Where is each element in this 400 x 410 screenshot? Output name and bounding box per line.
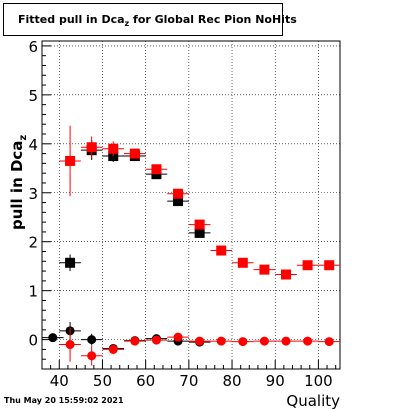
square-marker [216,245,227,256]
y-axis-label: pull in Dcaz [8,134,29,230]
circle-marker [216,336,226,346]
square-marker [259,264,270,275]
plot-frame [41,40,341,370]
y-tick-label: 0 [28,332,38,350]
x-tick-label: 50 [93,372,112,390]
square-marker [151,164,162,175]
circle-marker [238,337,248,347]
circle-marker [108,344,118,354]
circle-marker [130,336,140,346]
circle-marker [87,335,97,345]
circle-marker [151,335,161,345]
chart-title-prefix: Fitted pull in Dca [18,13,125,26]
chart-title-suffix: for Global Rec Pion NoHits [129,13,297,26]
square-marker [302,260,313,271]
square-marker [108,143,119,154]
y-tick-label: 2 [28,234,38,252]
circle-marker [259,336,269,346]
x-tick-label: 100 [304,372,333,390]
square-marker [65,155,76,166]
square-marker [129,148,140,159]
circle-marker [281,336,291,346]
circle-marker [87,351,97,361]
square-marker [65,257,76,268]
circle-marker [195,336,205,346]
square-marker [237,257,248,268]
square-marker [173,188,184,199]
circle-marker [324,337,334,347]
chart-title-box: Fitted pull in Dcaz for Global Rec Pion … [3,3,297,36]
square-marker [194,219,205,230]
x-tick-label: 90 [266,372,285,390]
circle-marker [303,336,313,346]
y-tick-label: 6 [28,38,38,56]
x-tick-label: 80 [222,372,241,390]
y-tick-label: 3 [28,185,38,203]
x-axis-label: Quality [286,392,340,410]
circle-marker [48,333,58,343]
chart-title: Fitted pull in Dcaz for Global Rec Pion … [18,13,297,28]
square-marker [281,269,292,280]
y-tick-label: 1 [28,283,38,301]
timestamp: Thu May 20 15:59:02 2021 [4,396,124,405]
circle-marker [65,340,75,350]
chart-title-subscript: z [124,19,130,29]
square-marker [324,260,335,271]
x-tick-label: 40 [50,372,69,390]
square-marker [194,227,205,238]
circle-marker [173,332,183,342]
x-tick-label: 60 [136,372,155,390]
y-tick-label: 5 [28,87,38,105]
square-marker [173,196,184,207]
y-tick-label: 4 [28,136,38,154]
x-tick-label: 70 [179,372,198,390]
square-marker [86,142,97,153]
